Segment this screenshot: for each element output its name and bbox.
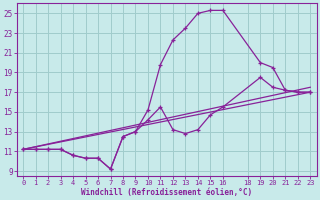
X-axis label: Windchill (Refroidissement éolien,°C): Windchill (Refroidissement éolien,°C) (81, 188, 252, 197)
